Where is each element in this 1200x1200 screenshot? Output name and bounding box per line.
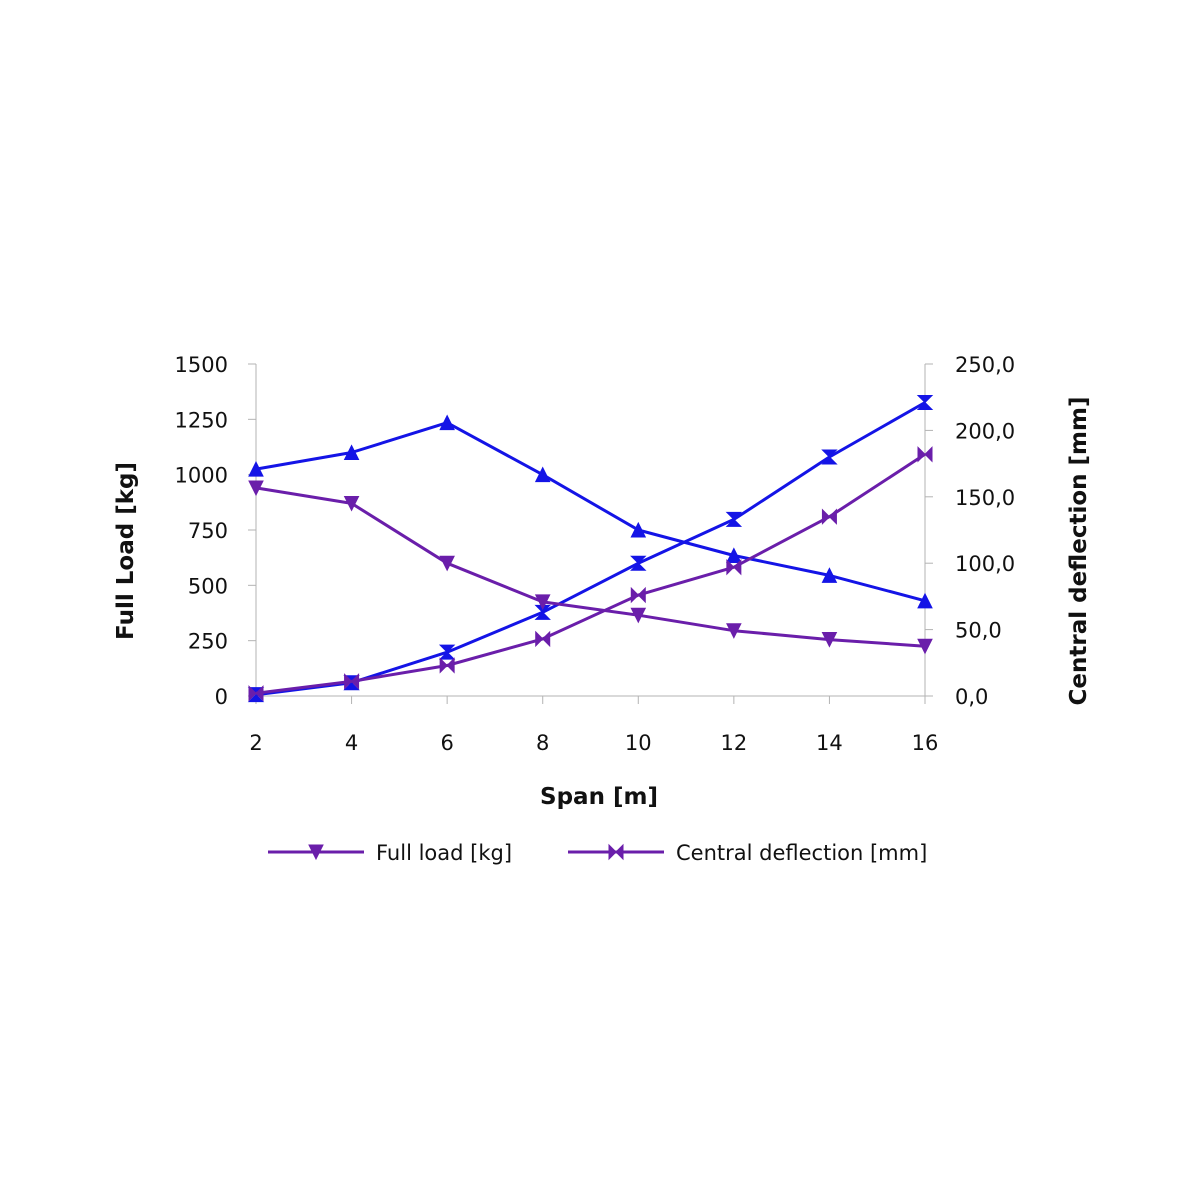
data-point xyxy=(344,673,360,690)
y2-tick-label: 150,0 xyxy=(955,486,1015,510)
y-tick-label: 1250 xyxy=(175,408,228,432)
x-tick-label: 6 xyxy=(440,731,453,755)
y2-tick-label: 250,0 xyxy=(955,353,1015,377)
data-point xyxy=(535,630,551,648)
data-point xyxy=(821,449,838,465)
legend-item: Full load [kg] xyxy=(268,841,512,865)
series-2 xyxy=(247,395,934,703)
data-point xyxy=(630,586,646,604)
y-tick-label: 750 xyxy=(188,519,228,543)
series-3 xyxy=(248,480,933,655)
x-tick-label: 16 xyxy=(912,731,939,755)
data-point xyxy=(726,623,742,639)
data-point xyxy=(439,414,455,431)
series-4 xyxy=(248,446,933,702)
x-tick-label: 10 xyxy=(625,731,652,755)
data-point xyxy=(630,607,647,624)
data-point xyxy=(248,461,264,477)
legend-label: Full load [kg] xyxy=(376,841,512,865)
data-point xyxy=(917,446,933,463)
data-point xyxy=(821,632,838,648)
data-point xyxy=(343,495,360,512)
axes xyxy=(248,363,933,704)
data-point xyxy=(821,567,838,583)
x-tick-label: 14 xyxy=(816,731,843,755)
legend: Full load [kg] Central deflection [mm] xyxy=(268,841,927,865)
tick-labels: 0 250 500 750 1000 1250 1500 0,0 50,0 100,0 150,0 2… xyxy=(175,353,1016,755)
data-point xyxy=(630,521,647,538)
y2-axis-title: Central deflection [mm] xyxy=(1066,397,1092,706)
y-tick-label: 1500 xyxy=(175,353,228,377)
y-tick-label: 250 xyxy=(188,630,228,654)
x-tick-label: 2 xyxy=(249,731,262,755)
legend-label: Central deflection [mm] xyxy=(676,841,927,865)
y-axis-title: Full Load [kg] xyxy=(113,462,139,640)
data-point xyxy=(725,511,743,527)
series-group xyxy=(247,395,934,703)
series-line xyxy=(255,421,926,603)
x-tick-label: 8 xyxy=(536,731,549,755)
y2-tick-label: 100,0 xyxy=(955,552,1015,576)
data-point xyxy=(439,657,455,674)
x-tick-label: 12 xyxy=(720,731,747,755)
y2-tick-label: 200,0 xyxy=(955,419,1015,443)
data-point xyxy=(821,508,837,525)
y2-tick-label: 50,0 xyxy=(955,619,1002,643)
data-point xyxy=(439,555,455,572)
legend-item: Central deflection [mm] xyxy=(568,841,927,865)
data-point xyxy=(726,547,742,563)
y-tick-label: 500 xyxy=(188,574,228,598)
x-tick-label: 4 xyxy=(345,731,358,755)
data-point xyxy=(630,555,647,571)
data-point xyxy=(248,685,264,702)
data-point xyxy=(917,592,933,609)
y-tick-label: 0 xyxy=(215,685,228,709)
series-line xyxy=(255,453,926,695)
y2-tick-label: 0,0 xyxy=(955,685,988,709)
series-line xyxy=(255,486,926,648)
data-point xyxy=(248,480,264,497)
y-tick-label: 1000 xyxy=(175,464,228,488)
x-axis-title: Span [m] xyxy=(540,784,658,810)
series-1 xyxy=(248,414,933,609)
legend-swatch-marker xyxy=(608,843,624,861)
data-point xyxy=(916,395,934,411)
data-point xyxy=(534,594,551,611)
data-point xyxy=(343,444,360,461)
series-line xyxy=(255,401,926,697)
data-point xyxy=(917,638,933,655)
legend-swatch-marker xyxy=(308,844,324,861)
data-point xyxy=(726,558,742,576)
data-point xyxy=(438,644,456,660)
data-point xyxy=(534,466,551,483)
